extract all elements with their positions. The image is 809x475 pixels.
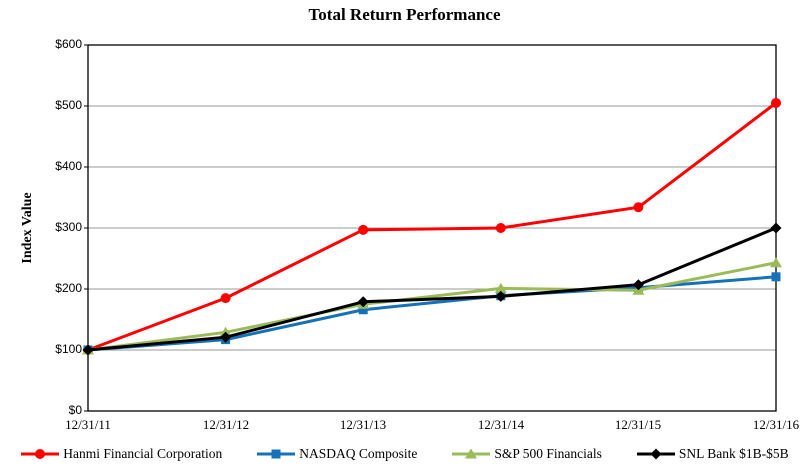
chart-title: Total Return Performance [308,5,501,24]
data-point-3-1 [220,331,232,343]
blue-square-line-icon [257,449,296,459]
legend-marker-shape [35,449,46,459]
x-tick-label: 12/31/11 [65,417,111,432]
data-point-0-3 [495,223,506,233]
legend-item-nasdaq-composite: NASDAQ Composite [256,446,417,462]
red-circle-line-icon [21,449,60,459]
data-point-3-4 [632,279,644,291]
legend-item-snl-bank-1b-5b: SNL Bank $1B-$5B [636,446,789,462]
y-tick-label: $400 [55,159,82,173]
y-tick-label: $500 [55,98,82,112]
chart-legend: Hanmi Financial Corporation NASDAQ Compo… [0,446,809,462]
data-point-3-3 [495,290,507,302]
legend-item-sp-500-financials: S&P 500 Financials [451,446,602,462]
y-tick-label: $0 [68,403,82,417]
legend-marker-shape [271,449,281,459]
data-point-2-5 [770,257,782,268]
data-point-1-2 [358,305,368,315]
legend-label: SNL Bank $1B-$5B [678,446,789,461]
data-point-0-5 [771,97,781,108]
y-tick-label: $200 [55,281,82,295]
legend-label: S&P 500 Financials [494,446,602,461]
y-tick-label: $600 [55,37,82,51]
data-point-0-1 [220,293,231,304]
legend-label: Hanmi Financial Corporation [63,446,223,461]
data-point-0-4 [633,202,644,213]
legend-marker-shape [650,448,662,460]
data-point-1-5 [771,272,781,282]
y-tick-label: $100 [55,342,82,356]
green-triangle-line-icon [452,448,491,459]
data-point-3-5 [770,222,782,234]
data-point-3-2 [357,296,369,308]
series-line-3 [86,226,778,352]
x-tick-label: 12/31/14 [477,417,525,432]
legend-item-hanmi-financial-corporation: Hanmi Financial Corporation [20,446,222,462]
series-line-2 [86,261,778,352]
x-tick-label: 12/31/15 [614,417,662,432]
data-point-0-2 [358,224,369,235]
legend-marker-shape [465,448,478,459]
data-point-2-3 [494,282,507,293]
x-tick-label: 12/31/12 [202,417,250,432]
y-tick-label: $300 [55,220,82,234]
x-tick-label: 12/31/13 [339,417,387,432]
black-diamond-line-icon [636,448,675,460]
series-line-0 [86,101,778,352]
x-tick-label: 12/31/16 [752,417,800,432]
data-point-3-0 [82,344,94,356]
legend-label: NASDAQ Composite [299,446,418,461]
